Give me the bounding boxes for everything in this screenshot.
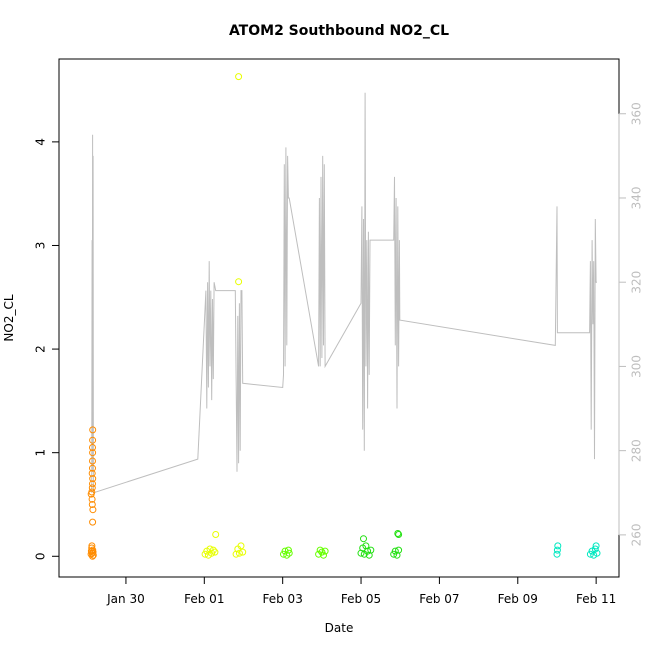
data-point bbox=[89, 457, 96, 465]
x-tick-label: Feb 01 bbox=[184, 592, 224, 606]
data-point bbox=[316, 546, 324, 554]
x-tick-label: Jan 30 bbox=[106, 592, 145, 606]
data-point bbox=[237, 542, 245, 550]
data-point bbox=[395, 531, 403, 538]
x-tick-label: Feb 03 bbox=[263, 592, 303, 606]
data-point bbox=[89, 475, 97, 483]
data-point bbox=[364, 547, 372, 555]
data-point bbox=[89, 426, 97, 434]
data-point bbox=[591, 545, 599, 553]
data-point bbox=[89, 436, 97, 444]
data-point bbox=[320, 551, 327, 559]
y-axis: 0 1 2 3 4 bbox=[34, 138, 60, 560]
data-point bbox=[206, 545, 214, 553]
y-tick-label: 2 bbox=[34, 345, 48, 353]
y-tick-label: 4 bbox=[34, 138, 48, 146]
data-point bbox=[553, 546, 561, 554]
y2-tick-label: 280 bbox=[630, 439, 644, 462]
y2-tick-label: 340 bbox=[630, 187, 644, 210]
y2-tick-label: 360 bbox=[630, 102, 644, 125]
data-point bbox=[89, 444, 96, 451]
data-point bbox=[209, 546, 217, 554]
data-point bbox=[88, 501, 96, 508]
data-point bbox=[592, 542, 600, 550]
y2-tick-label: 300 bbox=[630, 355, 644, 378]
data-point bbox=[235, 73, 243, 81]
data-point bbox=[281, 547, 289, 555]
data-point bbox=[285, 549, 293, 557]
y2-axis: 260 280 300 320 340 360 bbox=[618, 102, 644, 546]
data-point bbox=[88, 469, 96, 477]
x-axis-label: Date bbox=[325, 621, 354, 635]
y-tick-label: 0 bbox=[34, 552, 48, 560]
y2-tick-label: 320 bbox=[630, 271, 644, 294]
data-point bbox=[89, 506, 97, 514]
data-point bbox=[553, 550, 561, 558]
y-axis-label: NO2_CL bbox=[2, 294, 16, 341]
data-point bbox=[395, 546, 403, 554]
data-point bbox=[89, 548, 97, 556]
data-point bbox=[239, 548, 247, 556]
plot-frame bbox=[58, 58, 620, 578]
y-tick-label: 1 bbox=[34, 449, 48, 457]
secondary-series-line bbox=[91, 92, 597, 494]
data-point bbox=[89, 518, 97, 526]
data-point bbox=[321, 547, 329, 555]
data-point bbox=[89, 551, 97, 559]
y-tick-label: 3 bbox=[34, 242, 48, 250]
data-point bbox=[394, 530, 402, 537]
data-point bbox=[88, 484, 96, 492]
data-point bbox=[235, 278, 243, 286]
data-point bbox=[360, 535, 367, 543]
x-tick-label: Feb 11 bbox=[576, 592, 616, 606]
data-point bbox=[212, 531, 220, 538]
x-axis: Jan 30 Feb 01 Feb 03 Feb 05 Feb 07 Feb 09 Feb … bbox=[106, 576, 616, 606]
y2-tick-label: 260 bbox=[630, 523, 644, 546]
data-point bbox=[367, 546, 375, 554]
data-point bbox=[88, 488, 96, 496]
x-tick-label: Feb 09 bbox=[498, 592, 538, 606]
chart-title: ATOM2 Southbound NO2_CL bbox=[229, 23, 449, 39]
data-point bbox=[89, 449, 97, 457]
x-tick-label: Feb 05 bbox=[341, 592, 381, 606]
data-point bbox=[554, 542, 562, 550]
secondary-line-layer bbox=[91, 92, 597, 494]
data-point bbox=[211, 548, 219, 556]
data-point bbox=[235, 549, 243, 557]
data-point bbox=[89, 464, 96, 472]
data-point bbox=[89, 480, 96, 488]
data-point bbox=[593, 549, 601, 557]
data-point bbox=[284, 546, 292, 554]
points-layer bbox=[87, 73, 601, 560]
data-point bbox=[391, 547, 399, 555]
data-point bbox=[88, 495, 96, 503]
x-tick-label: Feb 07 bbox=[419, 592, 459, 606]
